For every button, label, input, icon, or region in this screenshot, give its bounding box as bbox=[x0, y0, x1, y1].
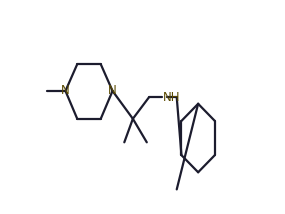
Text: N: N bbox=[108, 85, 117, 97]
Text: NH: NH bbox=[162, 91, 180, 104]
Text: N: N bbox=[61, 85, 70, 97]
